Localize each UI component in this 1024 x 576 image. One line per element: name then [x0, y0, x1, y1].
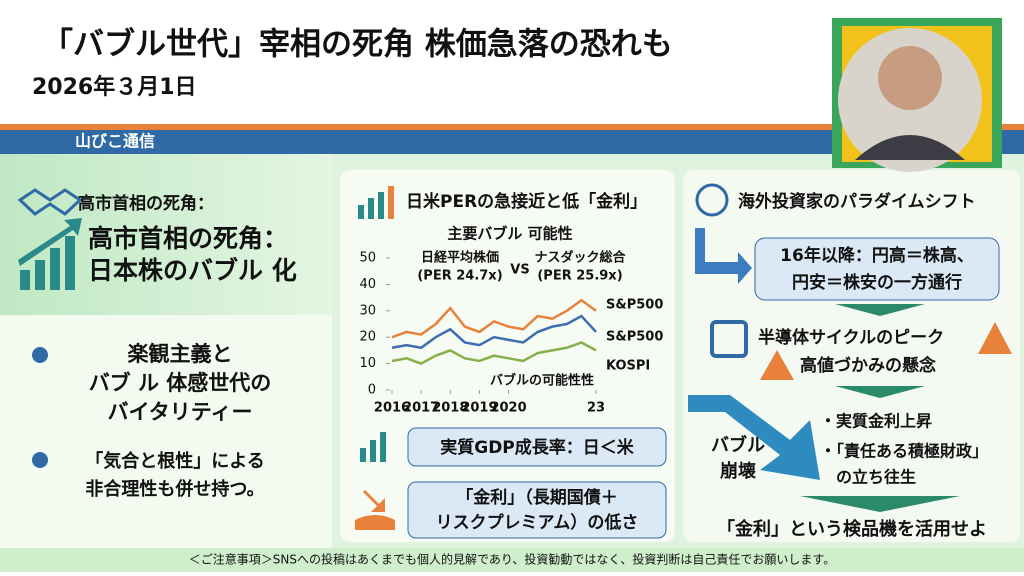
kicker: 高市首相の死角： [78, 193, 214, 214]
photo [832, 18, 1002, 172]
chevron [835, 386, 925, 398]
crash-arrow [688, 395, 820, 480]
crash-label: 崩壊 [720, 460, 756, 482]
semi-line: 半導体サイクルのピーク [758, 327, 944, 348]
x-tick-label: 2020 [490, 401, 526, 416]
conclusion: 「金利」という検品機を活用せよ [717, 518, 987, 540]
right-heading: 海外投資家のパラダイムシフト [738, 191, 976, 212]
bullet-dot [32, 347, 48, 363]
headline: 高市首相の死角： [88, 224, 288, 253]
box-text: 実質GDP成長率：日＜米 [440, 437, 635, 458]
annotation: バブルの可能性性 [490, 373, 594, 389]
globe-icon [695, 183, 729, 217]
box-text: 16年以降：円高＝株高、 [780, 245, 974, 266]
box-text: 円安＝株安の一方通行 [792, 272, 962, 293]
chip-icon [710, 320, 748, 358]
y-tick-label: 30 [359, 303, 376, 318]
chevron [835, 304, 925, 316]
series-line [391, 314, 597, 350]
x-tick-label: 2019 [461, 401, 497, 416]
money-icon [355, 490, 395, 530]
gdp-icon [360, 432, 386, 462]
chevron [800, 496, 960, 512]
series-label: S&P500 [606, 298, 663, 313]
bullet-line: バイタリティー [108, 400, 253, 424]
series-line [391, 341, 597, 365]
point-line: ・「責任ある積極財政」 [820, 442, 988, 461]
series-label: S&P500 [606, 330, 663, 345]
warning-icon [760, 350, 794, 380]
title: 「バブル世代」宰相の死角 株価急落の恐れも [42, 27, 673, 63]
handshake-icon [17, 188, 83, 216]
band-accent [0, 124, 1024, 130]
box-text: 「金利」（長期国債＋ [456, 487, 618, 508]
bullet-dot [32, 452, 48, 468]
semi-line: 高値づかみの懸念 [800, 355, 936, 376]
x-tick-label: 2017 [403, 401, 439, 416]
chart-icon [358, 186, 394, 219]
bullet-line: 非合理性も併せ持つ。 [85, 478, 264, 500]
band-label: 山びこ通信 [75, 132, 155, 151]
y-tick-label: 20 [359, 330, 376, 345]
date: 2026年３月1日 [32, 74, 197, 100]
box [407, 427, 667, 467]
y-tick-label: 10 [359, 356, 376, 371]
crash-label: バブル [711, 434, 765, 456]
annotation: (PER 24.7x) [417, 269, 502, 284]
x-tick-label: 2018 [432, 401, 468, 416]
bullet-line: バブ ル 体感世代の [89, 371, 272, 395]
bullet-line: 楽観主義と [128, 342, 233, 366]
series-line [391, 298, 597, 339]
y-tick-label: 50 [359, 251, 376, 266]
point-line: の立ち往生 [836, 468, 916, 487]
y-tick-label: 0 [368, 383, 376, 398]
chart-title: 主要バブル 可能性 [447, 225, 572, 243]
box [754, 237, 1000, 301]
footer-bg [0, 548, 1024, 572]
y-tick-label: 40 [359, 277, 376, 292]
annotation: (PER 25.9x) [537, 269, 622, 284]
x-tick-label: 23 [587, 401, 605, 416]
annotation: VS [510, 263, 529, 278]
growth-icon [18, 218, 82, 290]
bullet-area [0, 315, 332, 548]
arrow [695, 228, 752, 284]
bullet-line: 「気合と根性」による [85, 450, 264, 472]
warning-icon [978, 322, 1012, 354]
box [407, 481, 667, 539]
box-text: リスクプレミアム）の低さ [436, 512, 639, 533]
annotation: 日経平均株価 [421, 250, 499, 266]
middle-heading: 日米PERの急接近と低「金利」 [406, 191, 647, 212]
series-label: KOSPI [606, 359, 650, 374]
footer: ＜ご注意事項＞SNSへの投稿はあくまでも個人的見解であり、投資勧動ではなく、投資… [189, 552, 835, 567]
annotation: ナスダック総合 [534, 250, 626, 266]
point-line: ・実質金利上昇 [820, 412, 932, 431]
headline: 日本株のバブル 化 [88, 256, 297, 285]
x-tick-label: 2016 [374, 401, 410, 416]
